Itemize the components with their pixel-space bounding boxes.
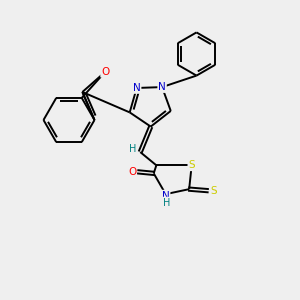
Text: S: S [188, 160, 195, 170]
Text: H: H [129, 144, 136, 154]
Text: N: N [158, 82, 166, 92]
Text: O: O [128, 167, 136, 177]
Text: S: S [210, 186, 217, 196]
Text: N: N [162, 190, 170, 201]
Text: O: O [101, 67, 110, 77]
Text: H: H [163, 197, 170, 208]
Text: N: N [133, 83, 141, 93]
